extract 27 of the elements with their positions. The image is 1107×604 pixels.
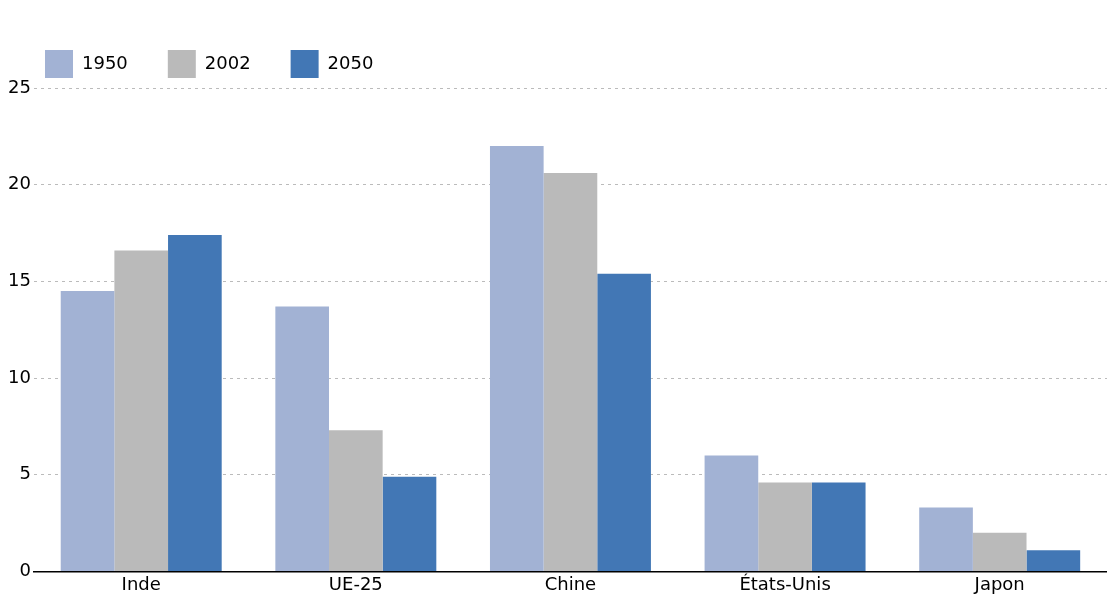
x-tick-label: Japon <box>973 572 1025 594</box>
bar <box>489 146 544 571</box>
bar <box>168 234 222 571</box>
y-tick-label: 0 <box>19 559 31 581</box>
bar <box>382 476 437 571</box>
legend-label: 2002 <box>204 51 251 73</box>
y-tick-label: 25 <box>8 75 31 97</box>
y-tick-label: 5 <box>19 462 31 484</box>
legend-label: 2050 <box>327 51 374 73</box>
y-tick-label: 10 <box>8 365 31 387</box>
legend-label: 1950 <box>82 51 128 73</box>
bar <box>704 455 759 571</box>
bar <box>543 173 598 571</box>
x-tick-label: Chine <box>544 572 597 594</box>
x-tick-label: Inde <box>121 572 161 594</box>
bar <box>919 507 973 571</box>
bar <box>597 273 651 571</box>
bar <box>811 482 866 571</box>
bar <box>60 291 115 571</box>
bar <box>972 532 1027 571</box>
x-tick-label: UE-25 <box>328 572 383 594</box>
bar <box>1026 550 1081 571</box>
x-tick-label: États-Unis <box>739 572 831 594</box>
y-tick-label: 20 <box>8 172 31 194</box>
bar <box>758 482 812 571</box>
bar <box>275 306 330 571</box>
y-tick-label: 15 <box>8 269 31 291</box>
